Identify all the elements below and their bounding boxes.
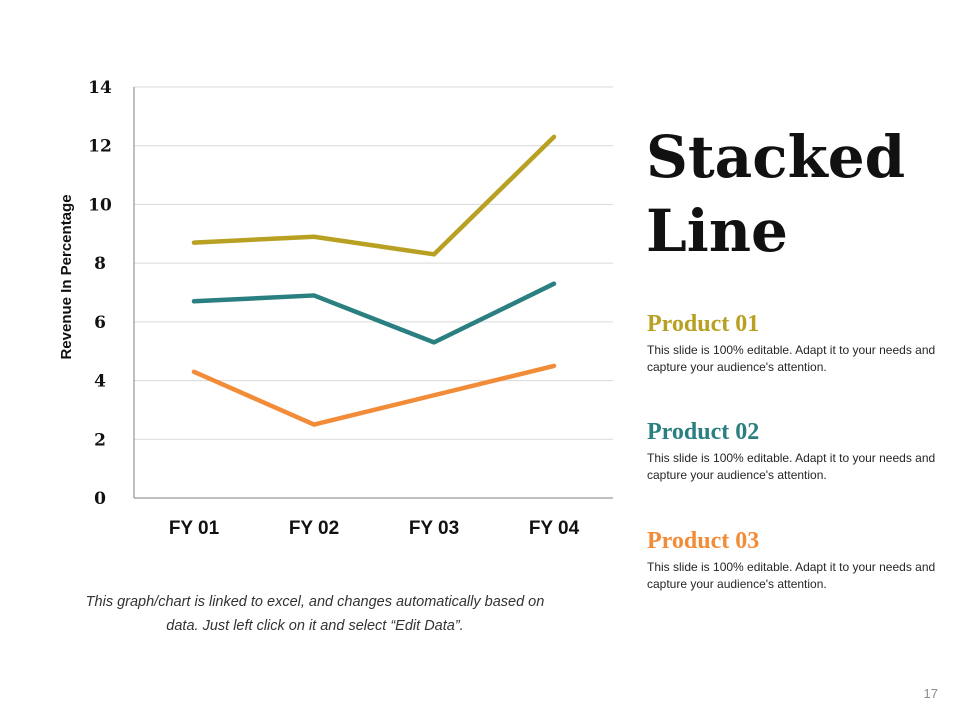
y-tick-labels: 0 2 4 6 8 10 12 14 [88,78,112,509]
x-tick-label: FY 01 [169,518,220,539]
product-01-name: Product 01 [647,311,760,337]
y-tick-label: 0 [94,489,106,509]
y-tick-label: 6 [94,313,106,333]
series-line-1 [191,134,557,257]
product-02-name: Product 02 [647,419,760,445]
product-02-description: This slide is 100% editable. Adapt it to… [647,451,936,482]
y-tick-label: 12 [88,137,112,157]
y-tick-label: 2 [94,430,106,450]
y-tick-label: 4 [94,372,106,392]
x-tick-label: FY 02 [289,518,339,539]
product-block-02: Product 02 This slide is 100% editable. … [647,418,937,484]
y-axis-label: Revenue In Percentage [58,194,75,359]
series-lines [191,134,557,427]
y-tick-label: 10 [88,195,112,215]
product-01-description: This slide is 100% editable. Adapt it to… [647,343,936,374]
page-number: 17 [923,686,938,701]
slide-title: Stacked Line [646,123,906,265]
x-tick-labels: FY 01 FY 02 FY 03 FY 04 [169,518,580,539]
y-tick-label: 14 [88,78,112,98]
gridlines [134,86,613,440]
series-line-2 [191,281,557,345]
product-03-description: This slide is 100% editable. Adapt it to… [647,560,936,591]
product-block-03: Product 03 This slide is 100% editable. … [647,527,937,593]
y-tick-label: 8 [94,254,106,274]
line-chart[interactable]: 0 2 4 6 8 10 12 14 FY 01 FY 02 FY 03 FY 04 Revenue… [0,0,640,560]
series-line-3 [191,363,557,427]
x-tick-label: FY 03 [409,518,459,539]
chart-note: This graph/chart is linked to excel, and… [85,594,545,634]
x-tick-label: FY 04 [529,518,580,539]
product-03-name: Product 03 [647,528,760,554]
product-block-01: Product 01 This slide is 100% editable. … [647,310,937,376]
